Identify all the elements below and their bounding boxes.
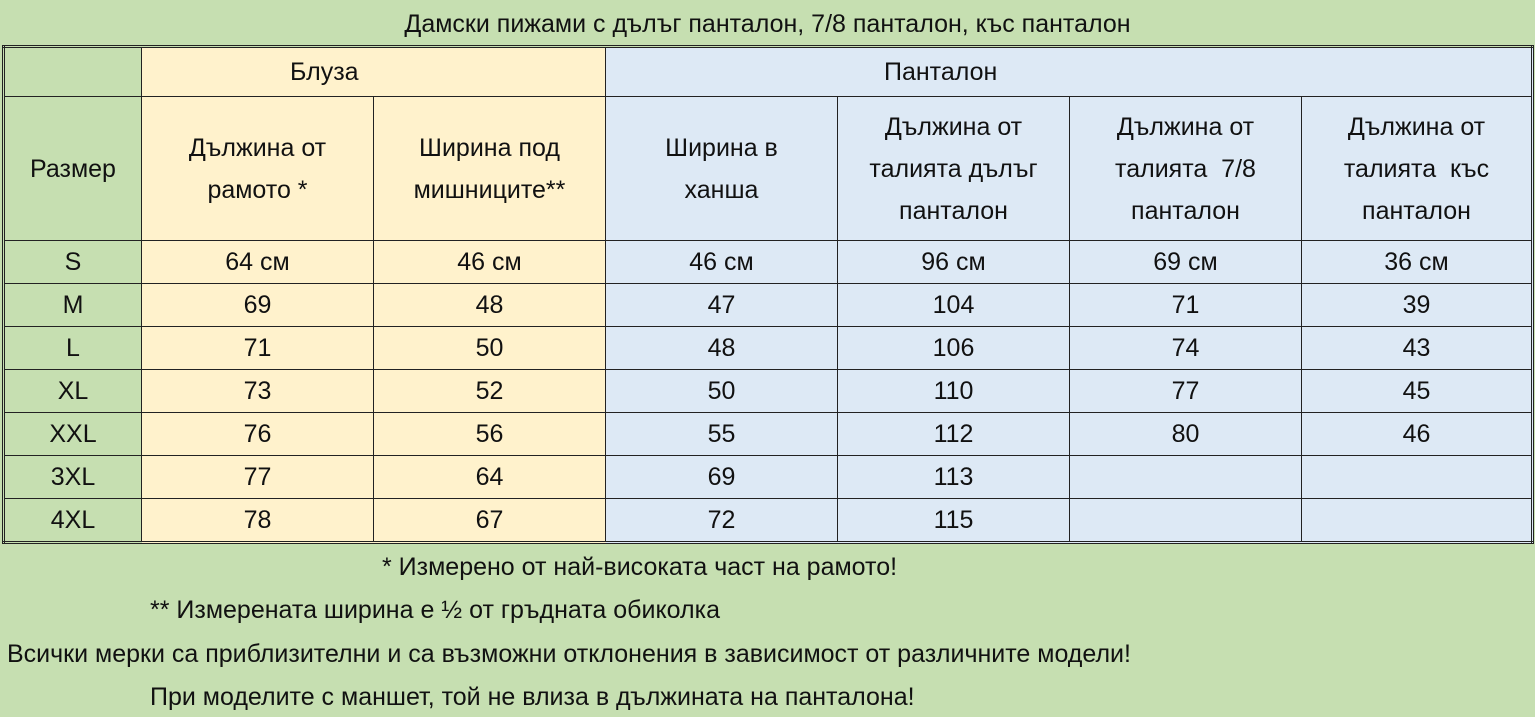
note-width: ** Измерената ширина е ½ от гръдната оби…	[150, 596, 721, 624]
table-row: 3XL 77 64 69 113	[3, 455, 1533, 499]
cell-long-pants-length: 96 см	[837, 240, 1070, 284]
table-row: L 71 50 48 106 74 43	[3, 326, 1533, 370]
cell-underarm-width: 52	[373, 369, 606, 413]
cell-hip-width: 48	[605, 326, 838, 370]
cell-78-pants-length: 69 см	[1069, 240, 1302, 284]
cell-long-pants-length: 115	[837, 498, 1070, 543]
header-78-pants-length: Дължина от талията 7/8 панталон	[1069, 96, 1302, 241]
group-blouse: Блуза	[141, 46, 606, 97]
group-header-row: Блуза Панталон	[3, 46, 1533, 97]
cell-78-pants-length	[1069, 498, 1302, 543]
cell-78-pants-length: 74	[1069, 326, 1302, 370]
cell-hip-width: 55	[605, 412, 838, 456]
cell-78-pants-length: 77	[1069, 369, 1302, 413]
cell-short-pants-length: 45	[1301, 369, 1533, 413]
cell-long-pants-length: 112	[837, 412, 1070, 456]
header-long-pants-length: Дължина от талията дълъг панталон	[837, 96, 1070, 241]
group-pants: Панталон	[605, 46, 1533, 97]
header-underarm-width: Ширина под мишниците**	[373, 96, 606, 241]
cell-long-pants-length: 104	[837, 283, 1070, 327]
cell-shoulder-length: 76	[141, 412, 374, 456]
cell-shoulder-length: 73	[141, 369, 374, 413]
cell-hip-width: 69	[605, 455, 838, 499]
cell-size: S	[3, 240, 142, 284]
cell-short-pants-length: 39	[1301, 283, 1533, 327]
page-title: Дамски пижами с дълъг панталон, 7/8 пант…	[404, 10, 1131, 38]
cell-size: 3XL	[3, 455, 142, 499]
cell-underarm-width: 46 см	[373, 240, 606, 284]
size-chart-table: Блуза Панталон Размер Дължина от рамото …	[2, 45, 1534, 544]
cell-long-pants-length: 106	[837, 326, 1070, 370]
cell-78-pants-length: 80	[1069, 412, 1302, 456]
cell-shoulder-length: 64 см	[141, 240, 374, 284]
note-approximate: Всички мерки са приблизителни и са възмо…	[7, 640, 1131, 668]
table-row: XXL 76 56 55 112 80 46	[3, 412, 1533, 456]
cell-hip-width: 47	[605, 283, 838, 327]
table-row: 4XL 78 67 72 115	[3, 498, 1533, 543]
note-shoulder: * Измерено от най-високата част на рамот…	[382, 553, 898, 581]
cell-underarm-width: 64	[373, 455, 606, 499]
table-row: S 64 см 46 см 46 см 96 см 69 см 36 см	[3, 240, 1533, 284]
cell-shoulder-length: 78	[141, 498, 374, 543]
empty-corner-cell	[3, 46, 142, 97]
cell-underarm-width: 56	[373, 412, 606, 456]
table-row: XL 73 52 50 110 77 45	[3, 369, 1533, 413]
cell-underarm-width: 48	[373, 283, 606, 327]
cell-size: L	[3, 326, 142, 370]
cell-long-pants-length: 113	[837, 455, 1070, 499]
cell-hip-width: 72	[605, 498, 838, 543]
cell-shoulder-length: 69	[141, 283, 374, 327]
cell-short-pants-length: 43	[1301, 326, 1533, 370]
cell-shoulder-length: 77	[141, 455, 374, 499]
cell-hip-width: 46 см	[605, 240, 838, 284]
cell-short-pants-length	[1301, 455, 1533, 499]
cell-size: XXL	[3, 412, 142, 456]
header-hip-width: Ширина в ханша	[605, 96, 838, 241]
table-row: M 69 48 47 104 71 39	[3, 283, 1533, 327]
header-shoulder-length: Дължина от рамото *	[141, 96, 374, 241]
cell-size: XL	[3, 369, 142, 413]
header-short-pants-length: Дължина от талията къс панталон	[1301, 96, 1533, 241]
cell-hip-width: 50	[605, 369, 838, 413]
cell-short-pants-length: 46	[1301, 412, 1533, 456]
cell-size: M	[3, 283, 142, 327]
cell-shoulder-length: 71	[141, 326, 374, 370]
cell-78-pants-length: 71	[1069, 283, 1302, 327]
cell-long-pants-length: 110	[837, 369, 1070, 413]
cell-underarm-width: 67	[373, 498, 606, 543]
cell-underarm-width: 50	[373, 326, 606, 370]
cell-short-pants-length	[1301, 498, 1533, 543]
cell-short-pants-length: 36 см	[1301, 240, 1533, 284]
note-cuff: При моделите с маншет, той не влиза в дъ…	[150, 683, 915, 711]
header-size: Размер	[3, 96, 142, 241]
cell-size: 4XL	[3, 498, 142, 543]
column-header-row: Размер Дължина от рамото * Ширина под ми…	[3, 96, 1533, 241]
cell-78-pants-length	[1069, 455, 1302, 499]
